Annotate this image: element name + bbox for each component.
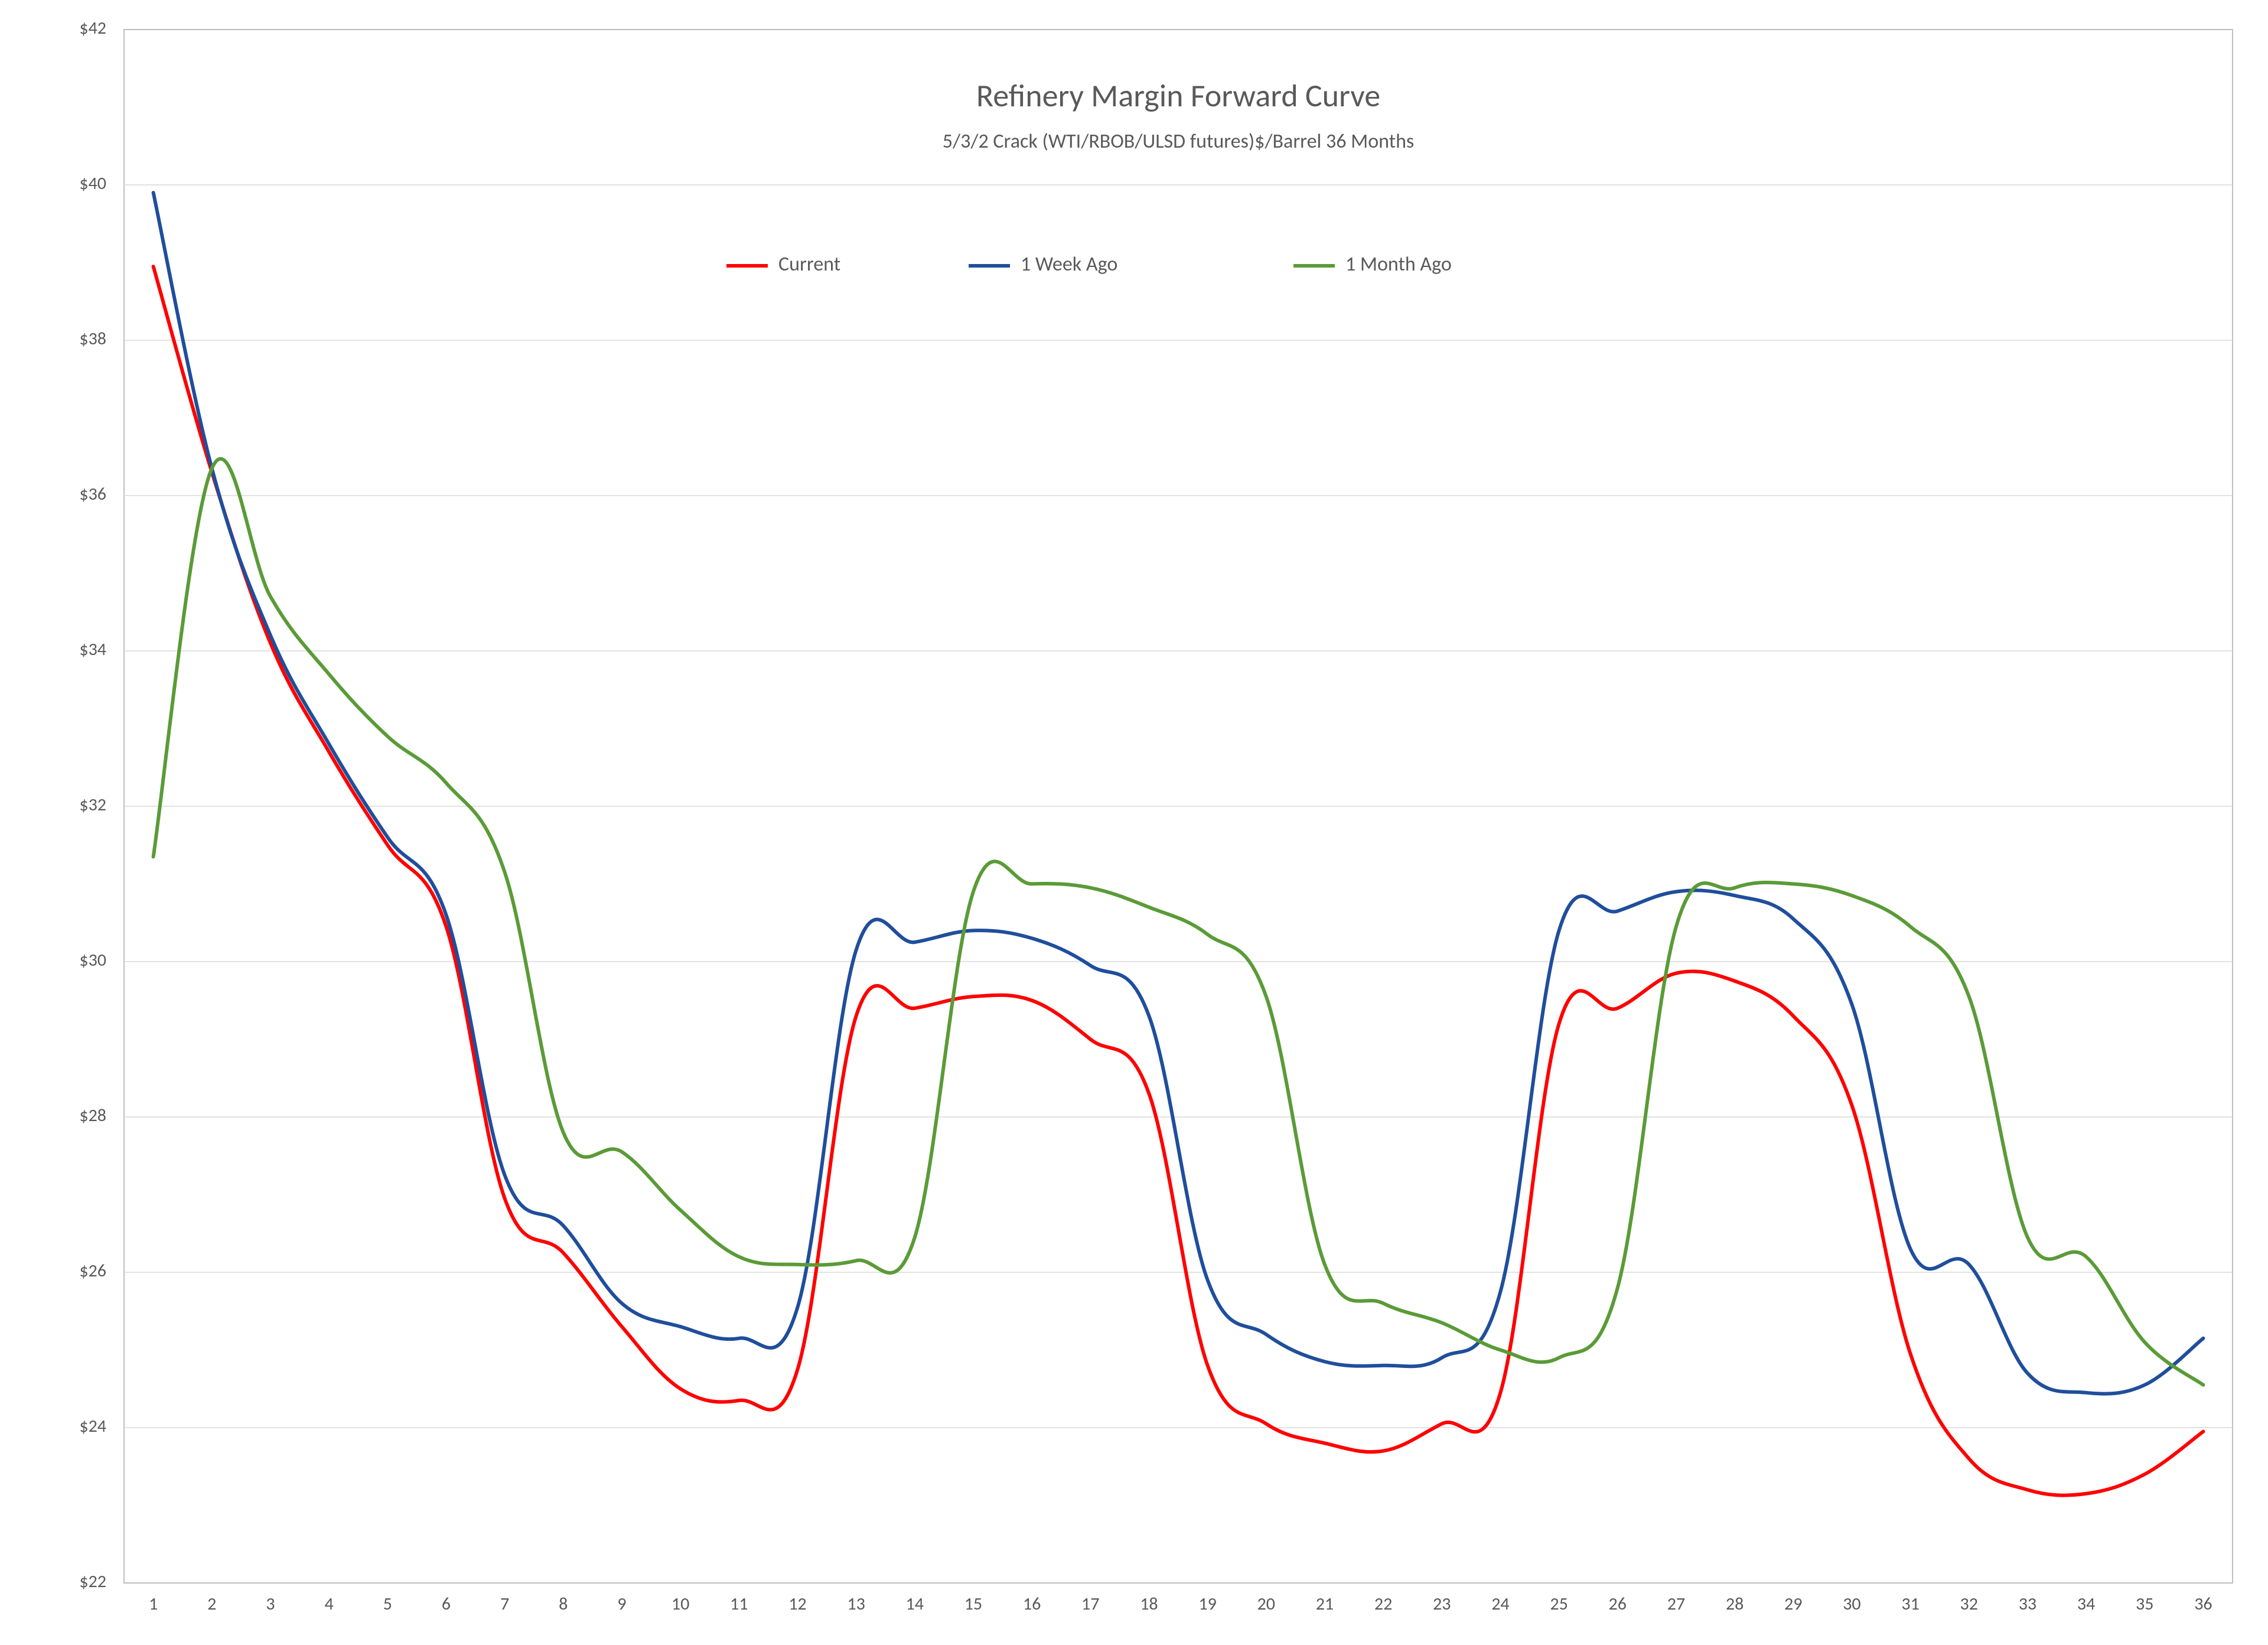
svg-text:7: 7: [500, 1593, 509, 1615]
svg-text:$38: $38: [79, 328, 106, 350]
svg-text:5: 5: [383, 1593, 392, 1615]
svg-text:11: 11: [730, 1593, 748, 1615]
svg-text:22: 22: [1374, 1593, 1392, 1615]
legend-label-2: 1 Month Ago: [1345, 252, 1452, 276]
svg-text:32: 32: [1960, 1593, 1978, 1615]
svg-text:17: 17: [1081, 1593, 1099, 1615]
svg-text:4: 4: [324, 1593, 333, 1615]
svg-text:31: 31: [1901, 1593, 1919, 1615]
svg-text:16: 16: [1023, 1593, 1041, 1615]
svg-text:1: 1: [149, 1593, 158, 1615]
svg-text:23: 23: [1433, 1593, 1451, 1615]
svg-text:6: 6: [442, 1593, 451, 1615]
legend-label-1: 1 Week Ago: [1021, 252, 1117, 276]
svg-text:12: 12: [788, 1593, 806, 1615]
svg-text:24: 24: [1491, 1593, 1509, 1615]
svg-text:14: 14: [906, 1593, 924, 1615]
svg-text:$40: $40: [79, 172, 106, 194]
svg-text:$28: $28: [79, 1105, 106, 1126]
svg-text:$22: $22: [79, 1571, 106, 1592]
chart-container: $22$24$26$28$30$32$34$36$38$40$421234567…: [0, 0, 2268, 1645]
svg-text:$26: $26: [79, 1260, 106, 1282]
svg-text:9: 9: [617, 1593, 626, 1615]
svg-text:$34: $34: [79, 639, 106, 660]
svg-text:33: 33: [2019, 1593, 2036, 1615]
svg-text:$24: $24: [79, 1415, 106, 1437]
svg-text:30: 30: [1843, 1593, 1860, 1615]
svg-text:19: 19: [1198, 1593, 1216, 1615]
svg-text:18: 18: [1140, 1593, 1158, 1615]
svg-text:35: 35: [2136, 1593, 2153, 1615]
legend-label-0: Current: [778, 252, 840, 276]
svg-text:34: 34: [2077, 1593, 2095, 1615]
svg-text:$36: $36: [79, 483, 106, 505]
svg-text:25: 25: [1550, 1593, 1568, 1615]
svg-text:29: 29: [1784, 1593, 1802, 1615]
svg-text:$30: $30: [79, 949, 106, 971]
svg-text:10: 10: [672, 1593, 689, 1615]
chart-title: Refinery Margin Forward Curve: [976, 76, 1380, 115]
svg-text:21: 21: [1316, 1593, 1334, 1615]
chart-subtitle: 5/3/2 Crack (WTI/RBOB/ULSD futures)$/Bar…: [943, 129, 1414, 154]
svg-text:2: 2: [207, 1593, 216, 1615]
svg-text:20: 20: [1257, 1593, 1275, 1615]
line-chart: $22$24$26$28$30$32$34$36$38$40$421234567…: [0, 0, 2268, 1645]
svg-text:8: 8: [559, 1593, 568, 1615]
svg-text:$42: $42: [79, 17, 106, 39]
svg-text:3: 3: [266, 1593, 275, 1615]
svg-text:28: 28: [1726, 1593, 1744, 1615]
svg-text:26: 26: [1609, 1593, 1627, 1615]
svg-text:13: 13: [847, 1593, 865, 1615]
svg-text:36: 36: [2194, 1593, 2212, 1615]
svg-text:27: 27: [1667, 1593, 1685, 1615]
svg-text:$32: $32: [79, 794, 106, 816]
svg-text:15: 15: [964, 1593, 982, 1615]
